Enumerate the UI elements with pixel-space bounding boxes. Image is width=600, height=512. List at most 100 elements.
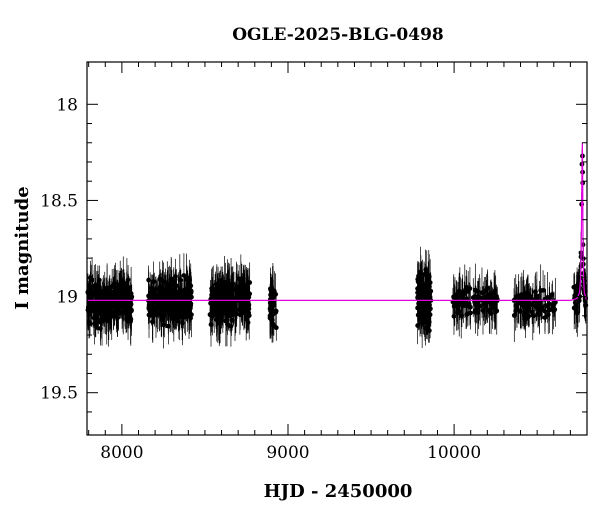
data-point	[94, 291, 100, 296]
data-point	[415, 323, 421, 328]
data-point	[427, 291, 432, 297]
data-point	[209, 292, 215, 298]
data-point	[417, 306, 422, 312]
data-point	[237, 312, 243, 318]
data-point	[479, 290, 485, 296]
data-point	[180, 306, 186, 311]
data-point	[233, 307, 239, 312]
data-point	[418, 277, 424, 283]
data-point	[236, 295, 242, 301]
data-point	[177, 277, 183, 282]
data-point	[229, 317, 235, 323]
data-point	[126, 310, 132, 316]
data-point	[423, 303, 429, 309]
data-point	[545, 312, 551, 318]
data-point	[511, 313, 517, 318]
data-point	[164, 281, 170, 287]
data-point	[106, 312, 112, 318]
data-point	[161, 313, 166, 318]
data-point	[515, 296, 521, 301]
data-point	[426, 273, 432, 279]
data-point	[542, 315, 548, 320]
data-point	[545, 303, 550, 309]
data-point	[475, 310, 481, 316]
data-point	[552, 299, 558, 305]
data-point	[526, 292, 532, 298]
data-point	[120, 310, 126, 315]
data-point	[242, 304, 248, 310]
data-point	[418, 286, 423, 292]
data-point	[472, 294, 478, 299]
data-point	[86, 319, 92, 325]
data-point	[113, 290, 119, 296]
data-point	[232, 312, 238, 317]
data-point	[426, 319, 432, 325]
data-point	[146, 306, 152, 311]
data-point	[549, 292, 555, 297]
data-point	[531, 313, 537, 319]
data-point	[490, 305, 495, 311]
data-point	[215, 305, 221, 311]
data-point	[536, 312, 542, 318]
data-point	[176, 318, 181, 324]
data-point	[162, 288, 168, 294]
data-point	[126, 285, 132, 290]
data-point	[149, 304, 155, 309]
data-point	[524, 303, 530, 308]
data-point	[180, 320, 185, 326]
data-point	[209, 285, 215, 291]
data-point	[188, 283, 194, 289]
chart-title: OGLE-2025-BLG-0498	[232, 25, 444, 45]
data-point	[269, 317, 275, 322]
data-point	[526, 307, 532, 312]
data-point	[231, 300, 236, 306]
data-point	[160, 278, 165, 284]
data-point	[273, 309, 279, 315]
data-point	[150, 312, 155, 318]
data-point	[146, 277, 152, 283]
data-point	[574, 310, 580, 316]
data-point	[238, 285, 244, 291]
data-point	[571, 284, 577, 290]
data-point	[226, 290, 232, 296]
data-point	[480, 308, 486, 313]
data-point	[166, 303, 172, 309]
data-point	[238, 291, 243, 296]
data-point	[181, 273, 187, 278]
data-point	[225, 283, 231, 289]
data-point	[246, 306, 252, 312]
data-point	[167, 309, 173, 315]
data-points-layer	[85, 153, 589, 334]
data-point	[537, 300, 543, 306]
data-point	[162, 302, 167, 308]
data-point	[270, 294, 276, 300]
data-point	[86, 283, 92, 289]
data-point	[243, 316, 249, 322]
data-point	[98, 317, 103, 323]
data-point	[229, 285, 235, 291]
data-point	[107, 305, 113, 311]
data-point	[268, 302, 274, 308]
data-point	[173, 283, 179, 289]
data-point	[98, 311, 104, 317]
data-point	[423, 267, 429, 273]
data-point	[104, 285, 110, 291]
data-point	[267, 286, 273, 292]
data-point	[239, 281, 245, 287]
data-point	[488, 311, 494, 316]
data-point	[166, 323, 171, 329]
data-point	[236, 276, 242, 282]
y-tick-labels: 18 18.5 19 19.5	[40, 95, 78, 403]
data-point	[148, 285, 154, 291]
data-point	[528, 295, 534, 301]
data-point	[225, 322, 230, 327]
y-tick-label: 19	[56, 288, 78, 308]
data-point	[96, 277, 102, 283]
data-point	[465, 311, 471, 317]
data-point	[421, 272, 427, 277]
data-point	[526, 313, 531, 319]
data-point	[117, 281, 123, 287]
data-point	[215, 289, 221, 294]
data-point	[451, 304, 457, 309]
data-point	[218, 278, 224, 284]
